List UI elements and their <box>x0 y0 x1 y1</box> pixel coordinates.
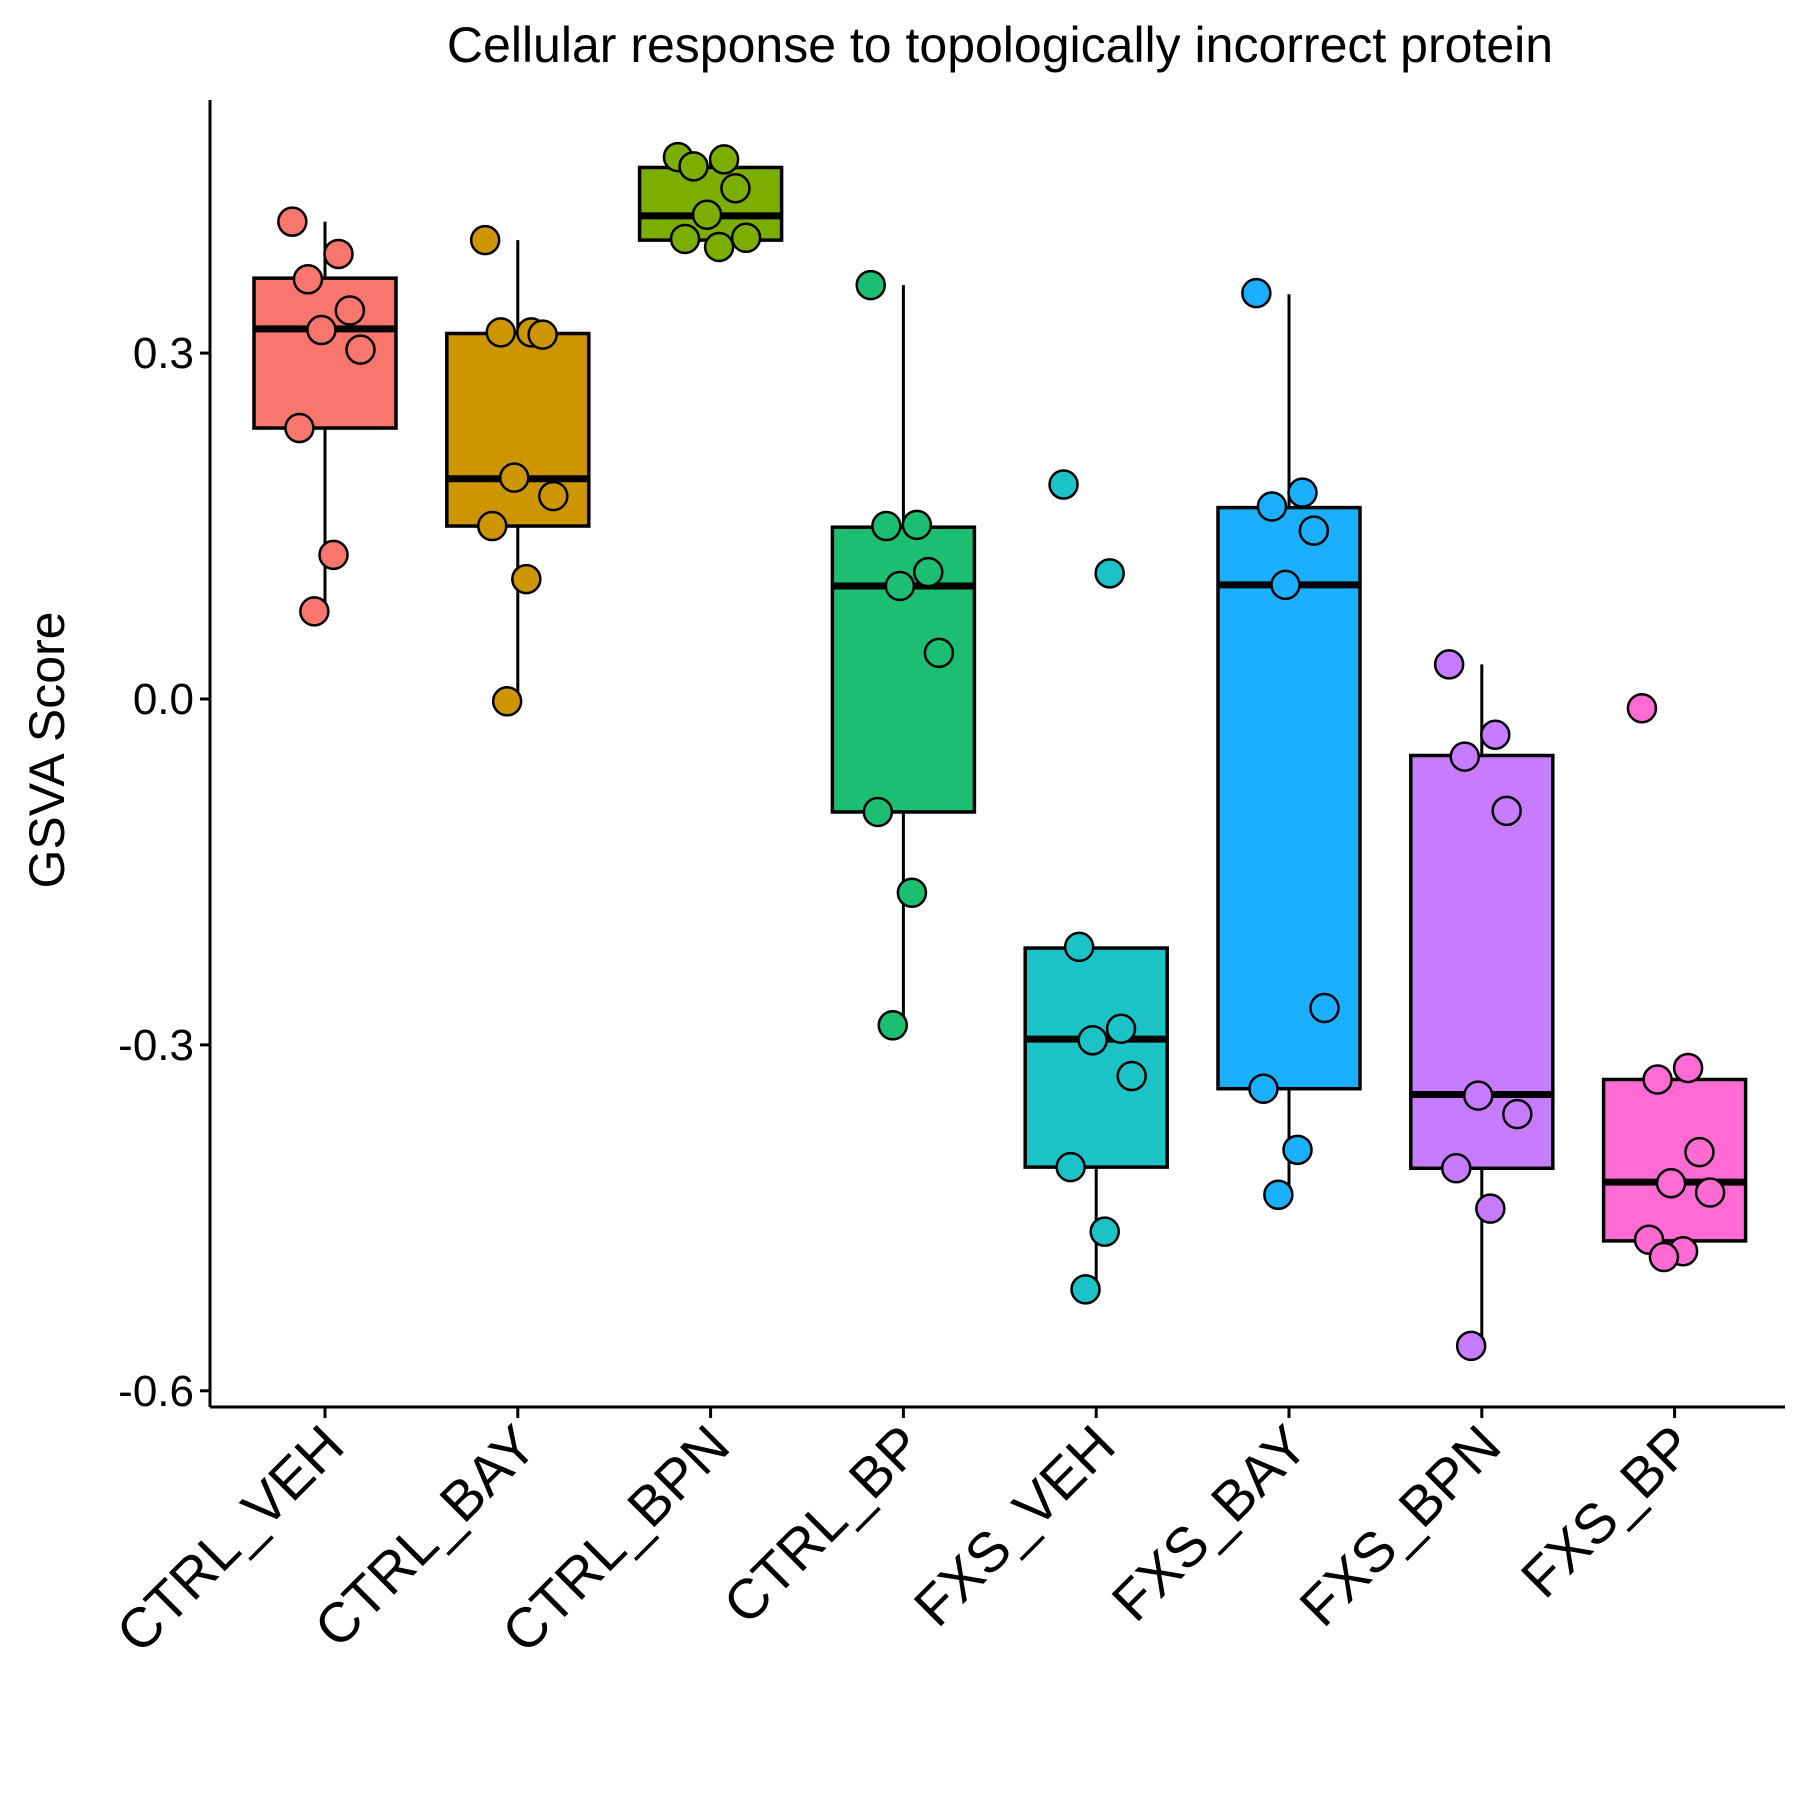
data-point <box>1502 1098 1533 1130</box>
x-tick-label: FXS_BPN <box>1287 1413 1512 1638</box>
data-point <box>1655 1168 1687 1199</box>
data-point <box>1048 469 1079 500</box>
data-point <box>277 206 308 237</box>
data-point <box>901 509 933 541</box>
data-point <box>877 1010 908 1041</box>
box-iqr <box>1601 1077 1748 1243</box>
data-point <box>1055 1151 1086 1183</box>
data-point <box>469 224 501 256</box>
data-point <box>923 637 955 669</box>
data-point <box>1440 1153 1472 1184</box>
points-layer <box>277 141 1726 1362</box>
data-point <box>1648 1241 1680 1273</box>
data-point <box>334 295 366 326</box>
data-point <box>1309 992 1340 1024</box>
data-point <box>538 480 569 512</box>
data-point <box>1105 1013 1137 1045</box>
data-point <box>1094 558 1125 589</box>
data-point <box>1298 515 1330 546</box>
data-point <box>1287 477 1318 508</box>
x-tick-label: FXS_BP <box>1509 1413 1705 1609</box>
box-iqr <box>830 525 977 814</box>
data-point <box>1270 569 1301 601</box>
data-point <box>1463 1080 1494 1111</box>
data-point <box>703 231 735 263</box>
y-tick-label: -0.3 <box>118 1021 194 1070</box>
data-point <box>1475 1193 1506 1224</box>
data-point <box>1449 741 1481 772</box>
data-point <box>913 556 944 588</box>
data-point <box>1116 1060 1147 1092</box>
data-point <box>292 264 324 295</box>
data-point <box>1626 692 1658 724</box>
x-tick-label: FXS_BAY <box>1100 1413 1320 1633</box>
data-point <box>491 686 523 717</box>
data-point <box>884 570 916 602</box>
data-point <box>1480 719 1511 750</box>
data-point <box>527 319 558 350</box>
x-tick-label: CTRL_BP <box>711 1413 934 1636</box>
data-point <box>1070 1274 1101 1305</box>
chart-title: Cellular response to topologically incor… <box>447 17 1553 73</box>
boxes-layer <box>252 155 1748 1345</box>
data-point <box>318 539 349 571</box>
data-point <box>1672 1052 1704 1084</box>
data-point <box>499 462 530 493</box>
data-point <box>299 596 330 627</box>
data-point <box>345 334 376 365</box>
data-point <box>1241 277 1272 309</box>
box-iqr <box>1216 505 1362 1091</box>
data-point <box>1491 795 1522 827</box>
data-point <box>485 317 517 348</box>
data-point <box>1694 1177 1726 1208</box>
data-point <box>1642 1064 1673 1095</box>
data-point <box>1263 1179 1294 1211</box>
data-point <box>720 172 751 204</box>
data-point <box>1077 1025 1108 1056</box>
data-point <box>855 269 886 301</box>
y-tick-label: 0.0 <box>133 675 194 724</box>
data-point <box>678 151 709 182</box>
data-point <box>896 877 928 908</box>
data-point <box>511 563 542 595</box>
box-group-fxs-bp <box>1601 1077 1748 1243</box>
data-point <box>691 199 723 230</box>
data-point <box>306 314 337 346</box>
data-point <box>669 223 701 255</box>
x-tick-label: FXS_VEH <box>902 1413 1127 1638</box>
data-point <box>1455 1330 1487 1362</box>
data-point <box>1063 931 1095 963</box>
data-point <box>1248 1073 1279 1104</box>
data-point <box>1433 649 1465 680</box>
data-point <box>708 144 740 175</box>
data-point <box>871 510 902 542</box>
data-point <box>1089 1216 1120 1247</box>
data-point <box>862 796 894 828</box>
box-iqr <box>1023 946 1169 1169</box>
y-tick-label: -0.6 <box>118 1367 194 1416</box>
box-group-fxs-bpn <box>1409 664 1555 1345</box>
data-point <box>730 222 762 254</box>
data-point <box>1282 1134 1313 1166</box>
data-point <box>1684 1136 1715 1168</box>
data-point <box>323 238 354 270</box>
data-point <box>284 412 315 444</box>
box-group-fxs-bay <box>1216 294 1362 1193</box>
data-point <box>1256 491 1288 522</box>
data-point <box>476 510 508 542</box>
y-tick-label: 0.3 <box>133 329 194 378</box>
y-axis-label: GSVA Score <box>19 612 75 889</box>
